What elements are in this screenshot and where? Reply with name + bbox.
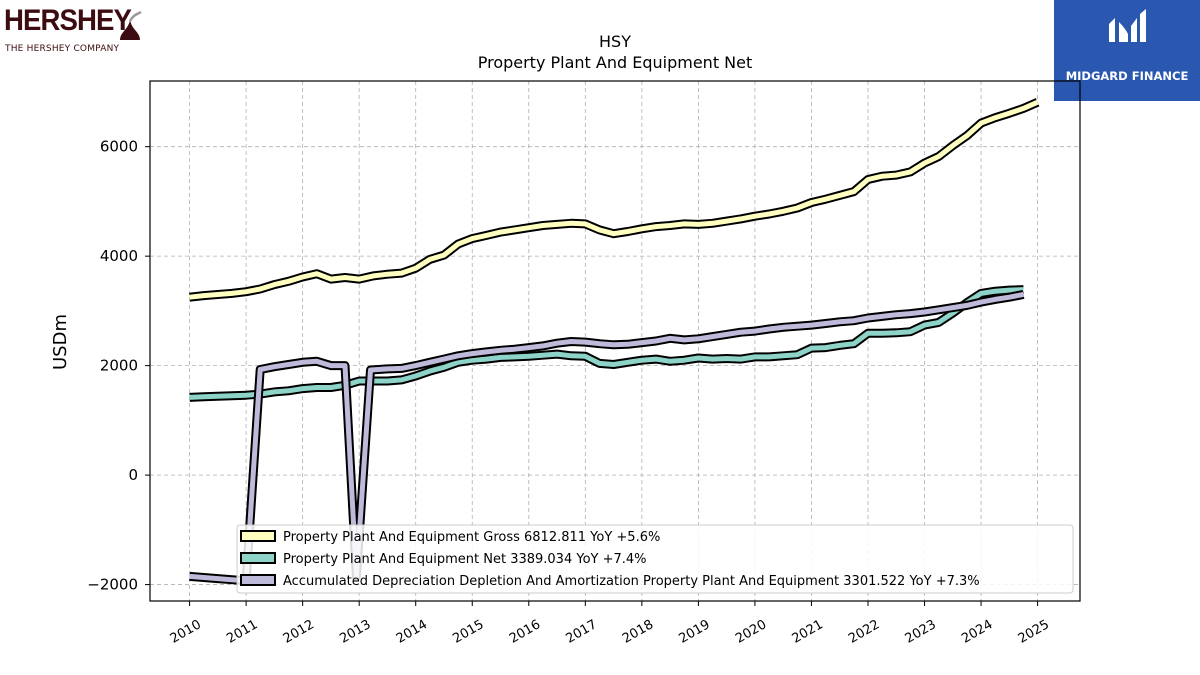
x-tick-label: 2017 — [563, 617, 599, 647]
x-tick-label: 2020 — [733, 617, 769, 647]
plot-frame — [149, 80, 1081, 602]
chart-subtitle: Property Plant And Equipment Net — [478, 53, 753, 72]
x-tick-label: 2024 — [959, 617, 995, 647]
x-tick-label: 2010 — [168, 617, 204, 647]
series-3 — [189, 289, 1025, 586]
series-line-outline — [189, 98, 1040, 302]
series-line — [189, 99, 1039, 300]
y-tick-label: −2000 — [87, 576, 138, 594]
y-tick-label: 2000 — [100, 357, 138, 375]
series-line — [189, 287, 1024, 400]
y-axis: −2000 0 2000 4000 6000 — [87, 138, 150, 594]
x-tick-label: 2025 — [1016, 617, 1052, 647]
legend-swatch — [240, 552, 276, 564]
legend-swatch — [240, 574, 276, 586]
legend-label: Property Plant And Equipment Net 3389.03… — [283, 552, 647, 567]
legend-item: Accumulated Depreciation Depletion And A… — [240, 574, 980, 589]
x-axis: 2010 2011 2012 2013 2014 2015 2016 2017 2018 2019… — [168, 601, 1052, 647]
kiss-icon — [120, 10, 142, 40]
hershey-logo: HERSHEY THE HERSHEY COMPANY — [4, 4, 144, 56]
x-tick-label: 2011 — [224, 617, 260, 647]
y-axis-label: USDm — [50, 314, 71, 370]
series-lines — [189, 98, 1040, 586]
y-tick-label: 0 — [128, 466, 138, 484]
x-tick-label: 2019 — [677, 617, 713, 647]
legend-item: Property Plant And Equipment Net 3389.03… — [240, 552, 647, 567]
x-tick-label: 2021 — [790, 617, 826, 647]
x-tick-label: 2013 — [337, 617, 373, 647]
series-line — [189, 291, 1024, 584]
x-tick-label: 2023 — [903, 617, 939, 647]
x-tick-label: 2022 — [846, 617, 882, 647]
legend-item: Property Plant And Equipment Gross 6812.… — [240, 530, 660, 545]
x-tick-label: 2016 — [507, 617, 543, 647]
chart-title: HSY — [599, 32, 631, 51]
x-tick-label: 2015 — [450, 617, 486, 647]
logo-brand-text: HERSHEY — [4, 4, 132, 37]
legend: Property Plant And Equipment Gross 6812.… — [236, 524, 1074, 594]
legend-swatch — [240, 530, 276, 542]
midgard-mark-icon — [1109, 9, 1146, 42]
legend-label: Accumulated Depreciation Depletion And A… — [283, 574, 980, 589]
x-tick-label: 2018 — [620, 617, 656, 647]
series-1 — [189, 98, 1040, 302]
midgard-logo: MIDGARD FINANCE — [1054, 0, 1200, 101]
legend-label: Property Plant And Equipment Gross 6812.… — [283, 530, 660, 545]
legend-box — [236, 524, 1074, 594]
logo-tagline: THE HERSHEY COMPANY — [5, 44, 120, 54]
x-tick-label: 2012 — [281, 617, 317, 647]
y-tick-label: 6000 — [100, 138, 138, 156]
series-2 — [189, 285, 1024, 402]
midgard-logo-text: MIDGARD FINANCE — [1065, 69, 1189, 83]
y-tick-label: 4000 — [100, 247, 138, 265]
x-tick-label: 2014 — [394, 617, 430, 647]
